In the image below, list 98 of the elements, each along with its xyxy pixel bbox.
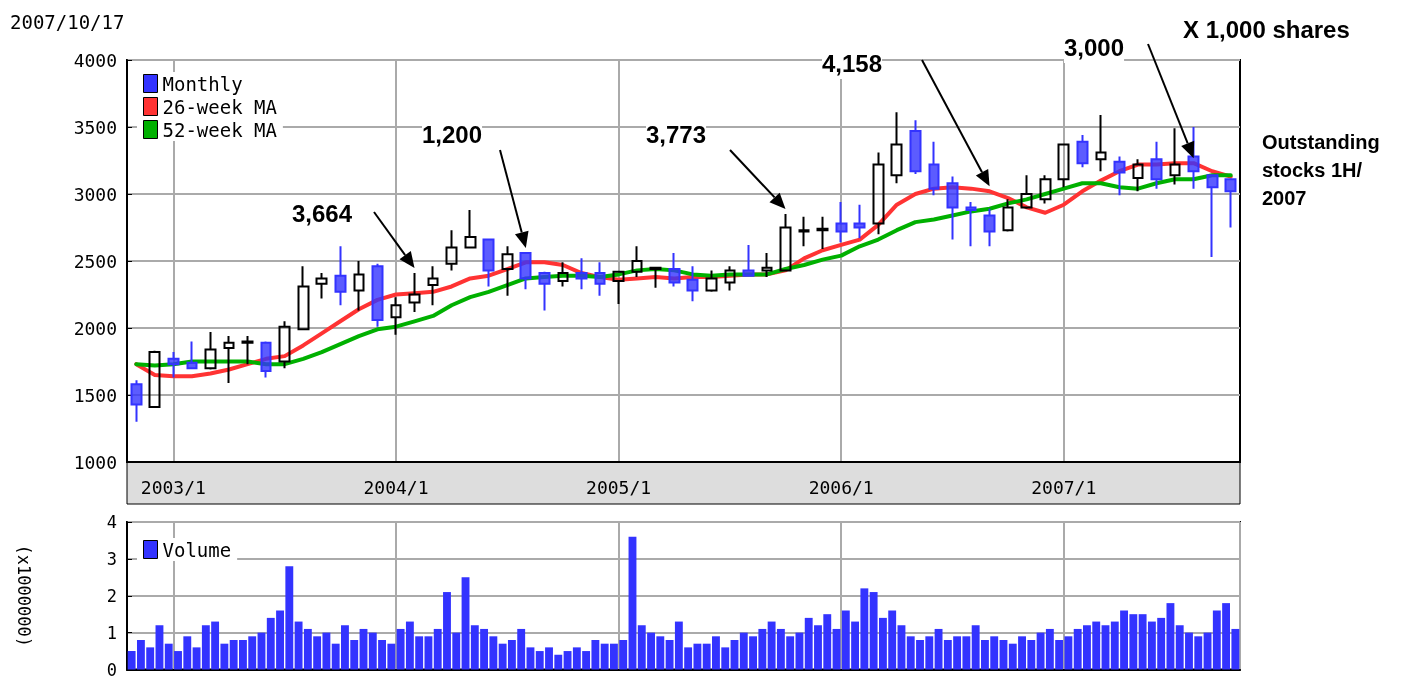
candlestick (890, 111, 903, 185)
candlestick (1113, 155, 1126, 197)
bar (155, 625, 164, 670)
candlestick (1206, 174, 1219, 258)
y-tick-label: 1000 (73, 451, 117, 473)
x-tick-label: 2003/1 (140, 476, 206, 498)
candlestick (686, 265, 699, 303)
candlestick (464, 209, 477, 249)
y-tick-label: 3500 (73, 116, 117, 138)
candlestick (816, 215, 829, 250)
annotation: 3,664 (292, 199, 353, 227)
y-tick-label: 2000 (73, 317, 117, 339)
x-tick-label: 2004/1 (363, 476, 429, 498)
bar (1101, 625, 1110, 670)
candlestick (334, 245, 347, 307)
candlestick (668, 251, 681, 288)
candlestick (928, 140, 940, 197)
candlestick (297, 265, 310, 331)
x-tick-label: 2006/1 (808, 476, 874, 498)
text: Outstanding stocks 1H/2007 (1262, 131, 1386, 209)
x-tick-label: 2007/1 (1031, 476, 1097, 498)
y-tick-label: 1500 (73, 384, 117, 406)
candlestick (779, 213, 792, 272)
candlestick (315, 272, 328, 300)
candlestick (872, 151, 885, 236)
candlestick (1076, 134, 1089, 169)
bar (526, 647, 535, 670)
candlestick (260, 340, 272, 379)
y-tick-label: 2500 (73, 250, 117, 272)
candlestick (946, 175, 959, 241)
annotation: 1,200 (422, 120, 483, 148)
candlestick (501, 245, 514, 297)
candlestick (148, 349, 161, 409)
legend-label: 52-week MA (162, 118, 278, 141)
candlestick (705, 269, 718, 293)
candlestick (167, 351, 180, 379)
candlestick (482, 238, 495, 288)
candlestick (649, 266, 662, 289)
y-tick-label: 3000 (73, 183, 117, 205)
candlestick (965, 201, 977, 248)
candlestick (223, 335, 235, 384)
candlestick (798, 215, 810, 248)
candlestick (1169, 127, 1181, 186)
bar (461, 577, 470, 670)
candlestick (724, 265, 736, 292)
bar (897, 625, 906, 670)
annotation: 4,158 (822, 49, 883, 77)
candlestick (1039, 174, 1052, 205)
candlestick (612, 270, 625, 305)
y-tick-label: 3 (106, 548, 117, 569)
annotation: 3,773 (646, 120, 707, 148)
candlestick (835, 201, 848, 244)
legend-label: Monthly (162, 72, 243, 95)
candlestick (631, 245, 643, 279)
candlestick (1002, 198, 1014, 233)
candlestick (1187, 126, 1200, 190)
candlestick (557, 261, 569, 288)
candlestick (445, 229, 458, 272)
candlestick (278, 320, 291, 370)
bar (359, 628, 368, 670)
candlestick (519, 251, 532, 291)
legend-label: Volume (162, 538, 232, 561)
y-tick-label: 2 (106, 585, 117, 606)
y-axis-title: (x1000000) (13, 544, 34, 647)
candlestick (575, 257, 588, 291)
candlestick (742, 243, 755, 277)
candlestick (1057, 143, 1070, 189)
candlestick (909, 119, 922, 175)
bar (999, 640, 1008, 670)
candlestick (371, 262, 384, 328)
y-tick-label: 0 (106, 659, 117, 678)
candlestick (1224, 178, 1237, 229)
candlestick (853, 203, 866, 240)
candlestick (186, 340, 198, 370)
candlestick (761, 251, 773, 279)
bar (730, 640, 739, 670)
candlestick (408, 272, 421, 313)
candlestick (1095, 113, 1107, 173)
candlestick (1020, 174, 1033, 210)
annotation: 3,000 (1064, 33, 1125, 61)
candlestick (1132, 158, 1144, 193)
candlestick (983, 207, 996, 248)
y-tick-label: 1 (106, 622, 117, 643)
candlestick (390, 296, 402, 336)
x-tick-label: 2005/1 (586, 476, 652, 498)
candlestick (538, 270, 551, 312)
bar (832, 628, 841, 670)
legend-label: 26-week MA (162, 95, 278, 118)
text: X 1,000 shares (1183, 15, 1350, 43)
y-tick-label: 4000 (73, 49, 117, 71)
candlestick (427, 265, 439, 307)
candlestick (594, 261, 606, 297)
y-tick-label: 4 (106, 512, 117, 532)
candlestick (241, 335, 254, 366)
chart-subtitle: 2007/10/17 (10, 10, 125, 33)
candlestick (1150, 140, 1163, 190)
candlestick (204, 331, 217, 371)
candlestick (353, 260, 365, 312)
